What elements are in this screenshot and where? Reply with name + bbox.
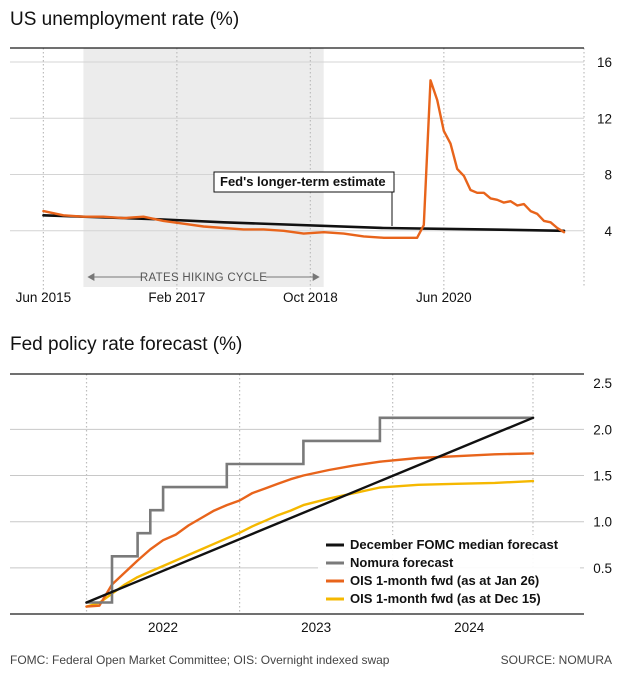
y-tick-label: 2.0 [593,422,612,437]
x-tick-label: 2022 [148,620,178,635]
legend-label: OIS 1-month fwd (as at Dec 15) [350,591,541,606]
annotation-box [213,171,395,193]
y-tick-labels: 4 8 12 16 [597,55,613,239]
series-line [85,416,535,604]
x-tick-label: Feb 2017 [148,290,205,305]
annotation: Fed's longer-term estimate [213,171,395,226]
band-label: RATES HIKING CYCLE [140,272,267,284]
x-tick-label: Oct 2018 [283,290,338,305]
hiking-cycle-band [83,48,324,287]
x-gridlines [42,48,585,293]
y-tick-label: 1.0 [593,515,612,530]
y-tick-label: 2.5 [593,376,612,391]
policy-rate-chart: Fed policy rate forecast (%) December FO… [10,334,612,635]
chart-title: US unemployment rate (%) [10,9,239,30]
series-lines [42,79,566,240]
x-tick-label: 2024 [454,620,485,635]
series-line [42,214,566,233]
legend-background [318,535,580,613]
legend-label: Nomura forecast [350,555,454,570]
chart-title: Fed policy rate forecast (%) [10,334,242,355]
band-arrow [87,273,320,281]
arrowhead-left [87,273,95,281]
footer-note: FOMC: Federal Open Market Committee; OIS… [10,653,390,667]
y-tick-label: 1.5 [593,469,612,484]
annotation-text: Fed's longer-term estimate [220,174,386,189]
x-tick-label: Jun 2015 [16,290,72,305]
y-tick-label: 0.5 [593,561,612,576]
x-tick-labels: 2022 2023 2024 [148,620,485,635]
y-tick-label: 8 [604,168,612,183]
x-tick-labels: Jun 2015 Feb 2017 Oct 2018 Jun 2020 [16,290,472,305]
legend-label: OIS 1-month fwd (as at Jan 26) [350,573,539,588]
legend-label: December FOMC median forecast [350,537,559,552]
series-line [85,416,535,604]
y-tick-label: 16 [597,55,612,70]
series-line [85,479,535,608]
series-line [85,452,535,608]
series-line [42,79,566,240]
x-tick-label: Jun 2020 [416,290,472,305]
series-lines [85,416,535,608]
y-tick-label: 12 [597,111,612,126]
arrowhead-right [312,273,320,281]
footer-source: SOURCE: NOMURA [501,653,612,667]
unemployment-chart: US unemployment rate (%) RATES HIKING CY… [10,9,612,305]
y-tick-labels: 0.5 1.0 1.5 2.0 2.5 [593,376,612,576]
x-tick-label: 2023 [301,620,331,635]
y-tick-label: 4 [604,224,612,239]
legend: December FOMC median forecast Nomura fore… [318,535,580,613]
